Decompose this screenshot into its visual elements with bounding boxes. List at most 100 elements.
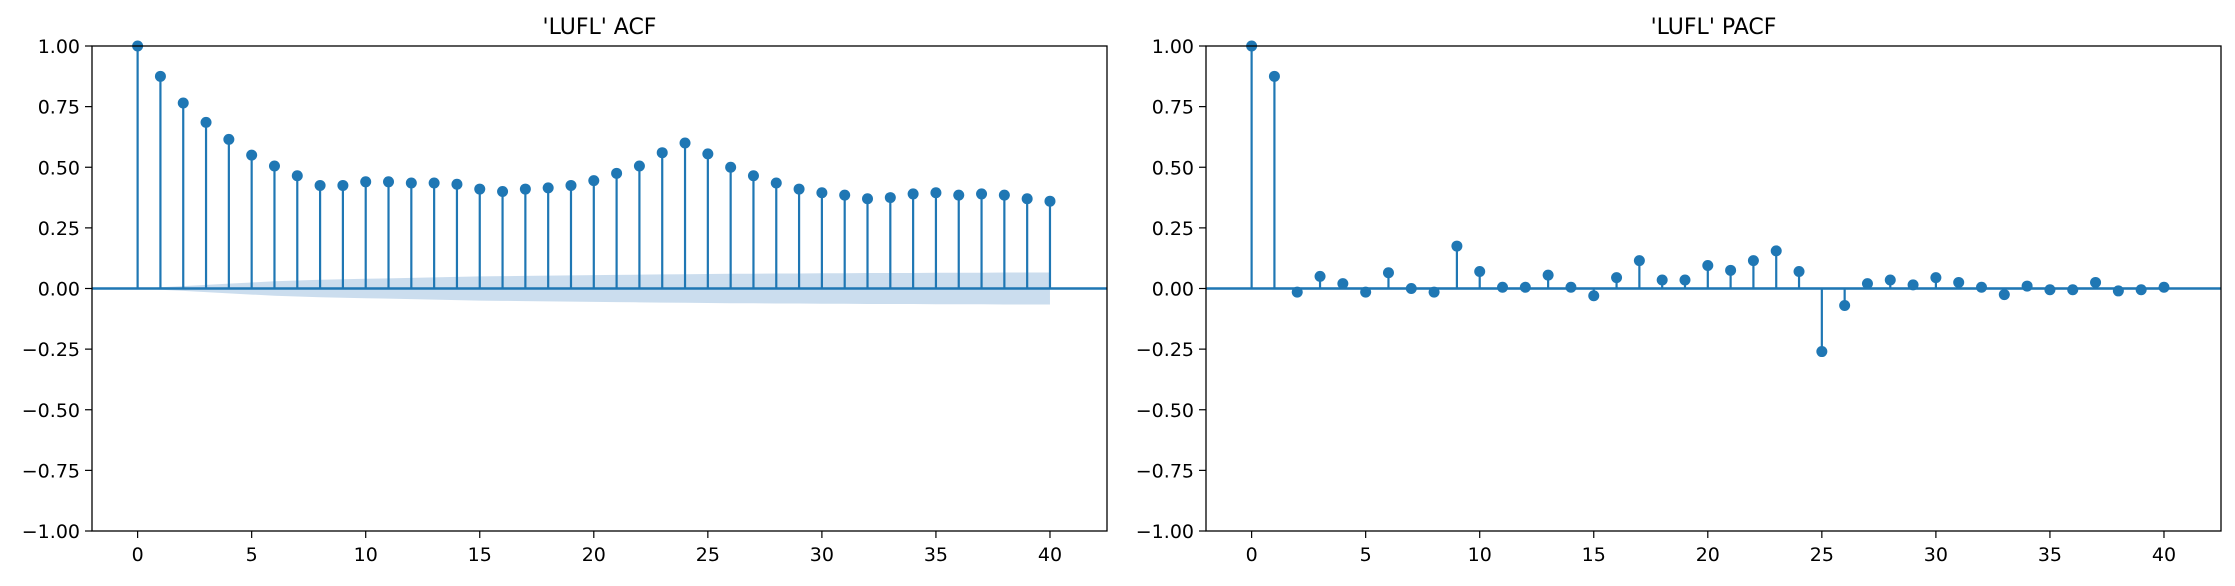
- pacf-point: [1770, 245, 1782, 257]
- pacf-point: [1953, 276, 1965, 288]
- pacf-point: [2021, 280, 2033, 292]
- pacf-point: [1702, 259, 1714, 271]
- acf-point: [405, 177, 417, 189]
- pacf-y-tick-label: 0.75: [1152, 97, 1194, 119]
- acf-x-tick-label: 5: [246, 544, 258, 566]
- pacf-point: [1314, 270, 1326, 282]
- pacf-point: [1451, 240, 1463, 252]
- acf-point: [451, 178, 463, 190]
- acf-panel: 'LUFL' ACF 0 5 10 15 20 25 30 35 40 −1.00 −0.75 −0.…: [22, 15, 1108, 566]
- pacf-y-tick-label: −0.25: [1136, 339, 1194, 361]
- acf-point: [360, 176, 372, 188]
- pacf-point: [1405, 283, 1417, 294]
- pacf-point: [1839, 299, 1851, 311]
- acf-point: [268, 160, 280, 172]
- pacf-point: [1497, 281, 1509, 293]
- acf-point: [542, 182, 554, 194]
- pacf-point: [1588, 290, 1600, 302]
- acf-point: [337, 179, 349, 191]
- pacf-point: [2090, 276, 2102, 288]
- acf-point: [679, 137, 691, 149]
- pacf-y-tick-label: 0.00: [1152, 279, 1194, 301]
- acf-y-tick-label: 0.00: [38, 279, 80, 301]
- acf-point: [154, 70, 166, 82]
- acf-point: [953, 189, 965, 201]
- pacf-point: [1679, 274, 1691, 286]
- acf-point: [1021, 193, 1033, 205]
- pacf-point: [1337, 278, 1349, 290]
- acf-x-tick-label: 25: [696, 544, 720, 566]
- pacf-x-tick-label: 0: [1246, 544, 1258, 566]
- acf-x-tick-label: 20: [582, 544, 606, 566]
- acf-point: [519, 183, 531, 195]
- pacf-y-tick-label: 1.00: [1152, 36, 1194, 58]
- pacf-x-tick-label: 25: [1810, 544, 1834, 566]
- pacf-point: [1542, 269, 1554, 281]
- acf-point: [291, 170, 303, 182]
- pacf-x-tick-label: 5: [1360, 544, 1372, 566]
- pacf-x-tick-label: 30: [1924, 544, 1948, 566]
- pacf-point: [1565, 281, 1577, 293]
- pacf-point: [1474, 266, 1486, 278]
- acf-point: [702, 148, 714, 160]
- acf-point: [383, 176, 395, 188]
- acf-point: [611, 167, 623, 179]
- acf-point: [793, 183, 805, 195]
- acf-x-tick-label: 40: [1038, 544, 1062, 566]
- acf-point: [839, 189, 851, 201]
- pacf-point: [1268, 70, 1280, 82]
- pacf-x-tick-label: 35: [2038, 544, 2062, 566]
- acf-point: [976, 188, 988, 200]
- pacf-panel: 'LUFL' PACF 0 5 10 15 20 25 30 35 40 −1.00 −0.75 −0…: [1136, 15, 2222, 566]
- acf-title: 'LUFL' ACF: [543, 15, 657, 40]
- pacf-point: [1998, 289, 2010, 301]
- pacf-x-tick-label: 15: [1582, 544, 1606, 566]
- pacf-point: [1861, 278, 1873, 290]
- pacf-point: [1428, 286, 1440, 298]
- acf-point: [930, 187, 942, 199]
- pacf-point: [1519, 281, 1531, 293]
- acf-point: [998, 189, 1010, 201]
- acf-point: [565, 179, 577, 191]
- acf-y-tick-label: 0.50: [38, 157, 80, 179]
- acf-point: [747, 170, 759, 182]
- pacf-point: [1656, 274, 1668, 286]
- acf-y-tick-label: −1.00: [22, 521, 80, 543]
- pacf-y-tick-label: −1.00: [1136, 521, 1194, 543]
- acf-point: [314, 179, 326, 191]
- acf-x-tick-label: 15: [468, 544, 492, 566]
- pacf-point: [1633, 255, 1645, 267]
- acf-point: [474, 183, 486, 195]
- acf-y-tick-label: −0.25: [22, 339, 80, 361]
- pacf-point: [1976, 281, 1988, 293]
- pacf-point: [1291, 286, 1303, 298]
- pacf-y-tick-label: 0.25: [1152, 218, 1194, 240]
- pacf-point: [2067, 284, 2079, 296]
- acf-point: [816, 187, 828, 199]
- acf-point: [862, 193, 874, 205]
- acf-x-tick-label: 35: [924, 544, 948, 566]
- acf-point: [588, 175, 600, 187]
- acf-y-tick-label: 0.25: [38, 218, 80, 240]
- acf-point: [223, 133, 235, 145]
- pacf-title: 'LUFL' PACF: [1651, 15, 1777, 40]
- pacf-point: [1884, 274, 1896, 286]
- acf-point: [200, 116, 212, 128]
- pacf-x-tick-label: 10: [1468, 544, 1492, 566]
- acf-point: [428, 177, 440, 189]
- acf-point: [497, 186, 509, 197]
- pacf-x-tick-label: 40: [2152, 544, 2176, 566]
- pacf-y-tick-label: 0.50: [1152, 157, 1194, 179]
- acf-point: [1044, 195, 1056, 207]
- acf-x-tick-label: 0: [132, 544, 144, 566]
- pacf-y-tick-label: −0.75: [1136, 460, 1194, 482]
- acf-point: [246, 149, 258, 161]
- pacf-point: [1816, 346, 1828, 358]
- acf-y-tick-label: 1.00: [38, 36, 80, 58]
- acf-x-tick-label: 30: [810, 544, 834, 566]
- pacf-point: [1747, 255, 1759, 267]
- pacf-point: [1907, 279, 1919, 291]
- pacf-point: [2158, 281, 2170, 293]
